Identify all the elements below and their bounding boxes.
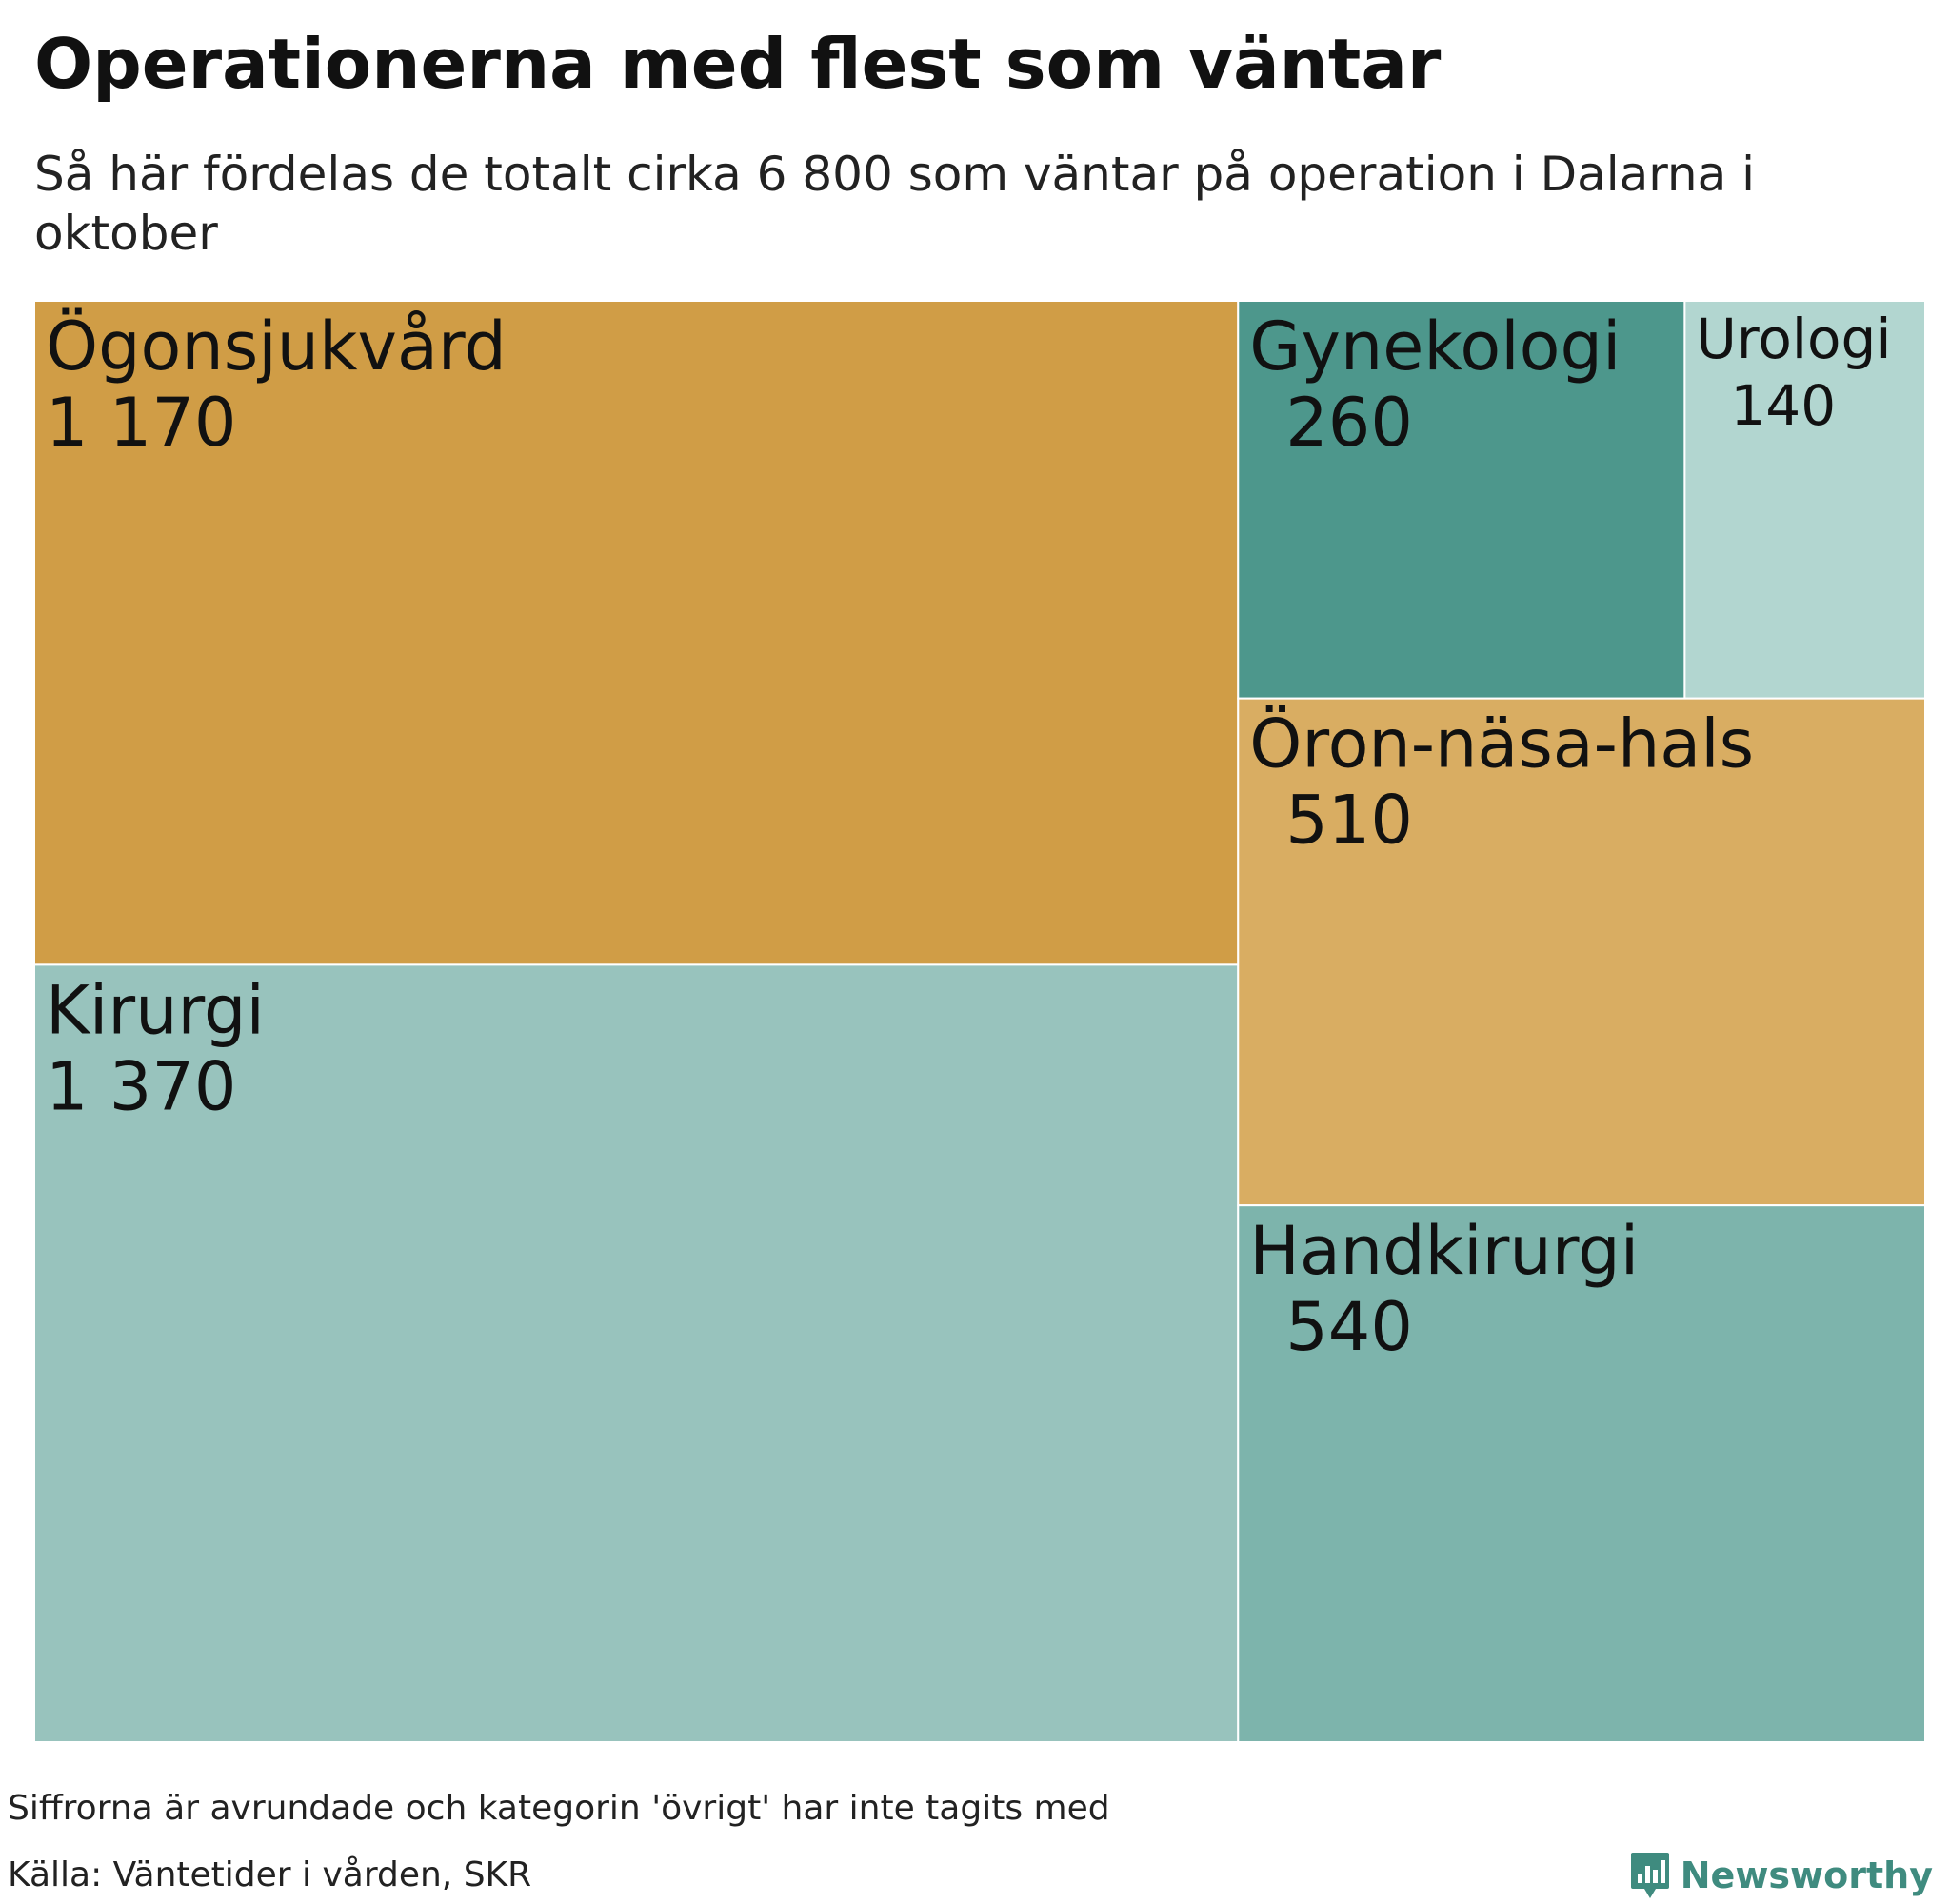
tile-name-label: Öron-näsa-hals xyxy=(1249,705,1754,783)
tile-name-label: Handkirurgi xyxy=(1249,1212,1639,1290)
tile-name-label: Urologi xyxy=(1696,307,1891,371)
tile-name-label: Ögonsjukvård xyxy=(46,307,507,386)
tile-value-label: 1 170 xyxy=(46,384,236,462)
brand-logo: Newsworthy xyxy=(1629,1851,1933,1900)
tile-name-label: Gynekologi xyxy=(1249,307,1621,386)
tile-value-label: 140 xyxy=(1730,373,1836,438)
tile-value-label: 510 xyxy=(1285,782,1413,860)
bar-chart-icon xyxy=(1630,1853,1669,1898)
chart-title: Operationerna med flest som väntar xyxy=(34,24,1442,104)
chart-subtitle: Så här fördelas de totalt cirka 6 800 so… xyxy=(34,147,1756,261)
tile-value-label: 540 xyxy=(1285,1288,1413,1366)
footnote: Siffrorna är avrundade och kategorin 'öv… xyxy=(8,1789,1110,1828)
tile-name-label: Kirurgi xyxy=(46,971,265,1049)
treemap-rect xyxy=(1237,697,1926,1207)
source-note: Källa: Väntetider i vården, SKR xyxy=(8,1855,532,1894)
brand-name: Newsworthy xyxy=(1680,1854,1933,1896)
treemap-rect xyxy=(33,963,1240,1743)
treemap-rect xyxy=(1237,1204,1926,1743)
tile-value-label: 260 xyxy=(1285,384,1413,462)
tile-value-label: 1 370 xyxy=(46,1047,236,1125)
